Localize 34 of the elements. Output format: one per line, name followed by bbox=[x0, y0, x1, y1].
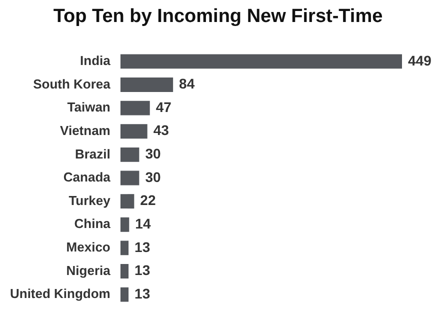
bar bbox=[120, 240, 129, 256]
bar bbox=[120, 287, 129, 302]
data-label: 13 bbox=[134, 262, 150, 278]
y-tick-label: Vietnam bbox=[60, 122, 110, 138]
y-tick-label: Taiwan bbox=[67, 100, 110, 115]
y-tick-label: Mexico bbox=[66, 240, 110, 255]
data-label: 84 bbox=[179, 76, 195, 92]
data-label: 13 bbox=[134, 285, 150, 302]
y-tick-label: United Kingdom bbox=[10, 286, 110, 302]
bar bbox=[120, 264, 129, 278]
y-tick-label: Canada bbox=[63, 170, 112, 185]
data-label: 22 bbox=[140, 192, 156, 208]
bar bbox=[120, 54, 402, 69]
y-tick-label: Turkey bbox=[68, 192, 112, 208]
bar bbox=[120, 194, 134, 209]
chart-title: Top Ten by Incoming New First-Time bbox=[52, 6, 384, 29]
y-tick-label: Nigeria bbox=[66, 262, 112, 278]
bar bbox=[120, 147, 140, 162]
bar bbox=[120, 217, 130, 232]
bar bbox=[120, 78, 174, 92]
data-label: 30 bbox=[145, 146, 161, 162]
y-tick-label: India bbox=[80, 53, 112, 68]
data-label: 43 bbox=[153, 122, 170, 138]
data-label: 14 bbox=[135, 215, 151, 232]
data-label: 449 bbox=[408, 52, 432, 68]
data-label: 13 bbox=[134, 238, 150, 255]
y-tick-label: Brazil bbox=[74, 146, 110, 162]
bar bbox=[120, 124, 148, 139]
data-label: 30 bbox=[145, 168, 161, 185]
bar bbox=[120, 170, 140, 186]
data-label: 47 bbox=[156, 98, 172, 115]
y-tick-label: South Korea bbox=[33, 76, 112, 92]
bar bbox=[120, 100, 150, 116]
y-tick-label: China bbox=[74, 216, 112, 232]
